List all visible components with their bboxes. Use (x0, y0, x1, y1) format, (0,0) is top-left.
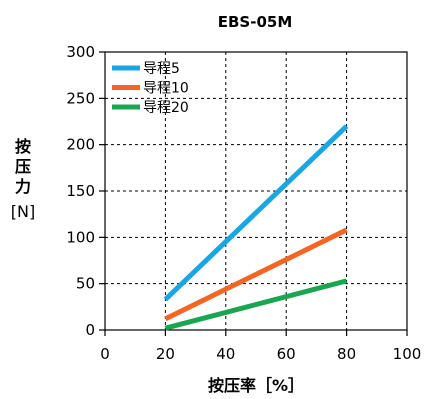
y-tick-label: 100 (66, 228, 95, 246)
y-tick-label: 150 (66, 182, 95, 200)
x-tick-label: 60 (277, 345, 296, 363)
x-tick-label: 0 (100, 345, 110, 363)
x-tick-label: 80 (337, 345, 356, 363)
y-axis-label: 按 压 力 [N] (11, 137, 35, 221)
series-lines (163, 124, 349, 331)
grid (105, 52, 407, 330)
legend-label-3: 导程20 (143, 100, 189, 116)
y-axis-label-line: 压 (15, 157, 31, 176)
legend-label-2: 导程10 (143, 81, 189, 97)
y-axis-label-line: 力 (15, 177, 31, 196)
x-axis-label: 按压率［%］ (208, 376, 304, 395)
y-tick-label: 0 (85, 321, 95, 339)
y-axis-label-line: [N] (11, 202, 35, 221)
x-tick-label: 100 (393, 345, 422, 363)
legend: 导程5 导程10 导程20 (112, 61, 189, 116)
x-tick-label: 20 (156, 345, 175, 363)
x-axis-ticks: 0 20 40 60 80 100 (100, 330, 421, 363)
x-tick-label: 40 (216, 345, 235, 363)
y-tick-label: 250 (66, 89, 95, 107)
y-tick-label: 50 (76, 275, 95, 293)
chart-title: EBS-05M (218, 13, 293, 31)
series-line-3 (164, 278, 348, 331)
series-line-2 (164, 227, 348, 322)
y-axis-label-line: 按 (15, 137, 31, 156)
y-tick-label: 300 (66, 43, 95, 61)
series-line-1 (163, 124, 349, 302)
y-axis-ticks: 0 50 100 150 200 250 300 (66, 43, 105, 339)
y-tick-label: 200 (66, 136, 95, 154)
legend-label-1: 导程5 (143, 61, 180, 77)
